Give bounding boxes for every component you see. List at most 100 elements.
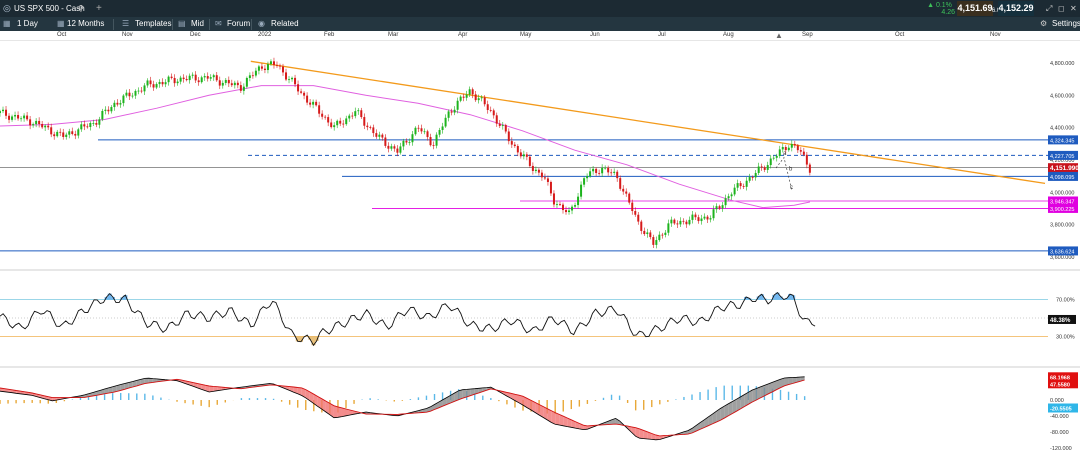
candle-body (2, 109, 5, 112)
time-label: Apr (458, 32, 468, 38)
candle-body (447, 111, 450, 118)
macd-ribbon (144, 378, 149, 384)
candle-body (778, 149, 781, 156)
candle-body (56, 131, 59, 137)
macd-ribbon (309, 391, 314, 404)
time-label: Aug (723, 32, 734, 38)
candle-body (324, 116, 327, 118)
macd-ribbon (317, 396, 322, 410)
candle-body (227, 79, 230, 84)
macd-ribbon (643, 430, 648, 439)
candle-body (239, 85, 242, 91)
candle-body (38, 120, 41, 125)
candle-body (682, 220, 685, 222)
macd-ribbon (325, 401, 330, 415)
add-tab-icon[interactable]: + (96, 3, 102, 14)
macd-value-badge (1048, 379, 1078, 389)
interval-select[interactable]: 1 Day (17, 19, 38, 28)
price-panel[interactable]: 4,800.000 4,600.000 4,400.000 4,200.000 4,00… (0, 57, 1079, 261)
candle-body (706, 216, 709, 220)
level-label: 4,324.345 (1050, 138, 1074, 144)
candle-body (77, 129, 80, 136)
level-label: 3,946.347 (1050, 199, 1074, 205)
rsi-tick-label: 70.00% (1056, 298, 1075, 304)
rsi-panel[interactable]: 70.00% 30.00% 48.38% (0, 291, 1076, 347)
macd-ribbon (112, 385, 117, 393)
price-type-select[interactable]: Mid (191, 19, 204, 28)
candle-body (513, 144, 516, 147)
candle-body (754, 172, 757, 178)
templates-icon: ☰ (122, 19, 130, 28)
candle-body (474, 94, 477, 101)
expand-icon[interactable]: ⤢ (1046, 4, 1053, 13)
macd-ribbon (603, 421, 608, 425)
chart-area[interactable]: 4,800.000 4,600.000 4,400.000 4,200.000 4,00… (0, 40, 1080, 453)
instrument-icon[interactable]: ◎ (3, 3, 11, 13)
candle-body (278, 65, 281, 67)
macd-value-badge (1048, 403, 1078, 413)
candle-body (661, 234, 664, 236)
settings-icon[interactable]: ⚙ (1040, 19, 1048, 28)
macd-ribbon (124, 382, 129, 390)
macd-ribbon (523, 396, 528, 408)
macd-ribbon (583, 425, 588, 430)
candle-body (540, 172, 543, 178)
candle-body (652, 237, 655, 245)
time-label: Dec (190, 32, 201, 38)
candle-body (158, 81, 161, 85)
candle-body (116, 102, 119, 105)
change-points: 4.26 (941, 9, 955, 16)
candle-body (128, 92, 131, 97)
related-button[interactable]: Related (271, 19, 299, 28)
search-icon[interactable]: ⚲ (78, 4, 84, 13)
macd-ribbon (535, 402, 540, 415)
candle-body (607, 167, 610, 173)
candle-body (507, 131, 510, 142)
macd-panel[interactable]: 40.0000.000-40.000-80.000-120.00068.1968… (0, 372, 1078, 452)
range-select[interactable]: 12 Months (67, 19, 105, 28)
time-label: Jun (590, 32, 600, 38)
scroll-handle-icon[interactable]: ▲ (775, 31, 783, 40)
candle-body (185, 79, 188, 81)
forum-button[interactable]: Forum (227, 19, 251, 28)
macd-ribbon (450, 392, 455, 403)
ask-button[interactable]: 4,152.29 (998, 1, 1034, 16)
settings-button[interactable]: Settings (1052, 19, 1080, 28)
candle-body (691, 214, 694, 220)
candle-body (41, 124, 44, 128)
candle-body (808, 164, 811, 173)
candle-body (188, 75, 191, 81)
candle-body (679, 220, 682, 225)
price-tick-label: 4,600.000 (1050, 93, 1074, 99)
candle-body (260, 66, 263, 69)
candle-body (345, 118, 348, 125)
candle-body (772, 157, 775, 159)
close-icon[interactable]: ✕ (1070, 4, 1077, 13)
macd-ribbon (704, 417, 709, 428)
candle-body (32, 124, 35, 126)
candle-body (733, 187, 736, 195)
candle-body (297, 84, 300, 92)
templates-button[interactable]: Templates (135, 19, 172, 28)
candle-body (197, 80, 200, 83)
candle-body (565, 210, 568, 213)
bid-button[interactable]: 4,151.69 (957, 1, 993, 16)
macd-tick-label: -120.000 (1050, 446, 1072, 452)
macd-ribbon (784, 377, 789, 386)
candle-body (769, 158, 772, 166)
level-badge (1048, 135, 1078, 145)
candle-body (670, 219, 673, 224)
candle-body (561, 204, 564, 211)
level-badge (1048, 246, 1078, 256)
candle-body (348, 115, 351, 119)
macd-ribbon (615, 418, 620, 425)
candle-body (528, 156, 531, 166)
candle-body (209, 77, 212, 79)
candle-body (318, 105, 321, 114)
macd-tick-label: -40.000 (1050, 414, 1069, 420)
candle-body (453, 109, 456, 113)
time-label: Jul (658, 32, 666, 38)
candle-body (257, 66, 260, 71)
restore-icon[interactable]: ◻ (1058, 4, 1065, 13)
macd-ribbon (518, 395, 524, 406)
